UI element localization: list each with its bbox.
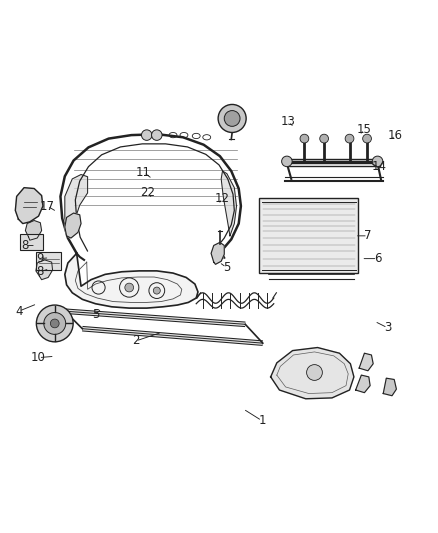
Polygon shape xyxy=(15,188,43,223)
Polygon shape xyxy=(356,375,370,393)
FancyBboxPatch shape xyxy=(20,234,43,250)
Text: 12: 12 xyxy=(215,192,230,205)
Text: 14: 14 xyxy=(371,160,386,173)
Text: 4: 4 xyxy=(15,305,23,318)
Circle shape xyxy=(282,156,292,167)
Polygon shape xyxy=(271,348,354,399)
FancyBboxPatch shape xyxy=(36,253,61,270)
Circle shape xyxy=(36,305,73,342)
Polygon shape xyxy=(65,174,88,236)
Circle shape xyxy=(141,130,152,140)
Circle shape xyxy=(307,365,322,381)
Circle shape xyxy=(218,104,246,133)
Text: 22: 22 xyxy=(141,187,155,199)
Circle shape xyxy=(125,283,134,292)
Circle shape xyxy=(320,134,328,143)
Circle shape xyxy=(224,110,240,126)
Text: 10: 10 xyxy=(31,351,46,364)
Text: 13: 13 xyxy=(281,116,296,128)
Text: 5: 5 xyxy=(92,308,99,321)
Circle shape xyxy=(153,287,160,294)
Text: 2: 2 xyxy=(132,335,140,348)
Polygon shape xyxy=(25,221,42,240)
Text: 8: 8 xyxy=(37,265,44,278)
Text: 11: 11 xyxy=(136,166,151,179)
Text: 3: 3 xyxy=(384,321,391,334)
Text: 17: 17 xyxy=(40,199,55,213)
Circle shape xyxy=(345,134,354,143)
FancyBboxPatch shape xyxy=(259,198,358,273)
Polygon shape xyxy=(65,253,198,308)
Text: 9: 9 xyxy=(36,252,44,265)
Polygon shape xyxy=(359,353,373,371)
Text: 7: 7 xyxy=(364,229,372,243)
Polygon shape xyxy=(211,243,224,264)
Circle shape xyxy=(363,134,371,143)
Text: 8: 8 xyxy=(22,239,29,252)
Polygon shape xyxy=(383,378,396,395)
Circle shape xyxy=(372,156,383,167)
Polygon shape xyxy=(36,260,53,280)
Circle shape xyxy=(152,130,162,140)
Circle shape xyxy=(50,319,59,328)
Text: 5: 5 xyxy=(223,261,230,274)
Text: 6: 6 xyxy=(374,252,381,265)
Polygon shape xyxy=(221,171,237,236)
Polygon shape xyxy=(65,213,81,238)
Text: 16: 16 xyxy=(388,128,403,142)
Text: 15: 15 xyxy=(357,123,372,136)
Circle shape xyxy=(300,134,309,143)
Text: 1: 1 xyxy=(258,414,266,427)
Circle shape xyxy=(44,312,66,334)
